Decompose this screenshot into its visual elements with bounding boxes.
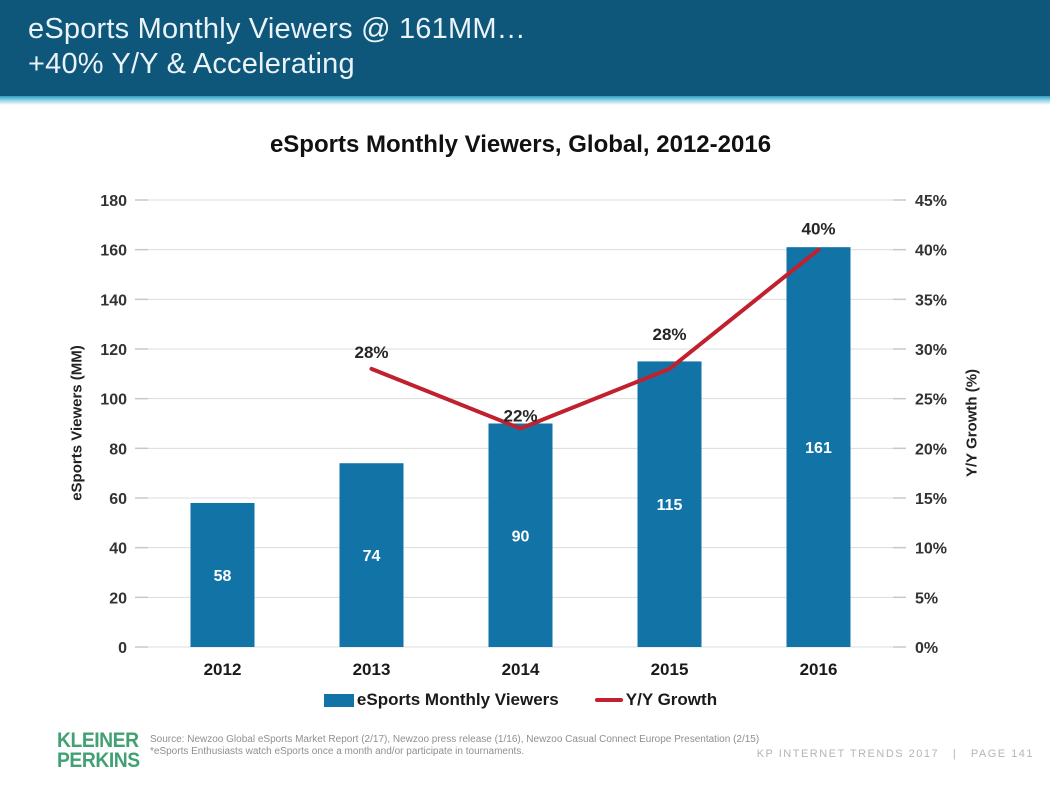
right-axis-tick-label: 25%	[915, 392, 947, 409]
bar-value-label: 74	[363, 548, 381, 565]
left-axis-title: eSports Viewers (MM)	[68, 345, 86, 501]
growth-point-label: 28%	[354, 343, 388, 362]
growth-line	[369, 247, 821, 431]
bar-value-label: 58	[214, 568, 232, 585]
page-footer-label: KP INTERNET TRENDS 2017 | PAGE 141	[756, 748, 1034, 760]
source-note: Source: Newzoo Global eSports Market Rep…	[150, 734, 759, 758]
source-line1: Source: Newzoo Global eSports Market Rep…	[150, 734, 760, 745]
growth-point-label: 40%	[801, 220, 835, 239]
left-axis-tick-label: 180	[100, 193, 127, 210]
right-axis-tick-label: 35%	[915, 292, 947, 309]
bar-value-label: 161	[805, 440, 832, 457]
line-swatch-icon	[594, 698, 623, 702]
growth-point-label: 22%	[503, 406, 537, 425]
legend-line-label: Y/Y Growth	[625, 690, 718, 709]
left-axis-tick-label: 120	[100, 342, 127, 359]
logo-line2: PERKINS	[57, 749, 140, 772]
right-axis-tick-label: 0%	[915, 640, 938, 657]
category-label-2012: 2012	[204, 660, 242, 679]
right-axis-tick-label: 10%	[915, 541, 947, 558]
left-axis-tick-label: 100	[100, 392, 127, 409]
left-axis-tick-label: 160	[100, 243, 127, 260]
slide-header: eSports Monthly Viewers @ 161MM… +40% Y/…	[0, 0, 1050, 96]
category-label-2013: 2013	[353, 660, 391, 679]
bar-swatch-icon	[323, 693, 354, 707]
right-axis-tick-label: 15%	[915, 491, 947, 508]
right-axis-tick-label: 5%	[915, 590, 938, 607]
growth-point-label: 28%	[652, 325, 686, 344]
legend-bar-label: eSports Monthly Viewers	[356, 690, 559, 709]
slide-title-line1: eSports Monthly Viewers @ 161MM…	[28, 13, 526, 45]
bar-2014	[488, 423, 553, 647]
header-accent-gradient	[0, 96, 1050, 105]
right-axis-title: Y/Y Growth (%)	[963, 368, 981, 478]
slide-title-line2: +40% Y/Y & Accelerating	[28, 48, 355, 80]
category-label-2014: 2014	[502, 660, 540, 679]
legend-item-line: Y/Y Growth	[594, 690, 718, 710]
kleiner-perkins-logo: KLEINER PERKINS	[57, 729, 140, 772]
left-axis-tick-label: 140	[100, 292, 127, 309]
left-axis-tick-label: 60	[109, 491, 127, 508]
left-axis-tick-label: 20	[109, 590, 127, 607]
logo-line1: KLEINER	[57, 729, 139, 752]
left-axis-tick-label: 80	[109, 441, 127, 458]
category-label-2016: 2016	[800, 660, 838, 679]
right-axis-tick-label: 30%	[915, 342, 947, 359]
right-axis-tick-label: 20%	[915, 441, 947, 458]
bar-2015	[637, 361, 702, 647]
bar-2012	[190, 502, 255, 647]
bar-value-label: 115	[657, 497, 683, 514]
chart-title: eSports Monthly Viewers, Global, 2012-20…	[269, 131, 772, 158]
left-axis-tick-label: 40	[109, 541, 127, 558]
legend-item-bars: eSports Monthly Viewers	[323, 690, 559, 710]
bar-2016	[786, 247, 851, 647]
bar-2013	[339, 463, 404, 647]
left-axis-tick-label: 0	[118, 640, 127, 657]
chart-legend: eSports Monthly Viewers Y/Y Growth	[148, 690, 893, 710]
right-axis-tick-label: 45%	[915, 193, 947, 210]
source-line2: *eSports Enthusiasts watch eSports once …	[150, 746, 525, 757]
bar-value-label: 90	[512, 528, 530, 545]
category-label-2015: 2015	[651, 660, 689, 679]
right-axis-tick-label: 40%	[915, 243, 947, 260]
